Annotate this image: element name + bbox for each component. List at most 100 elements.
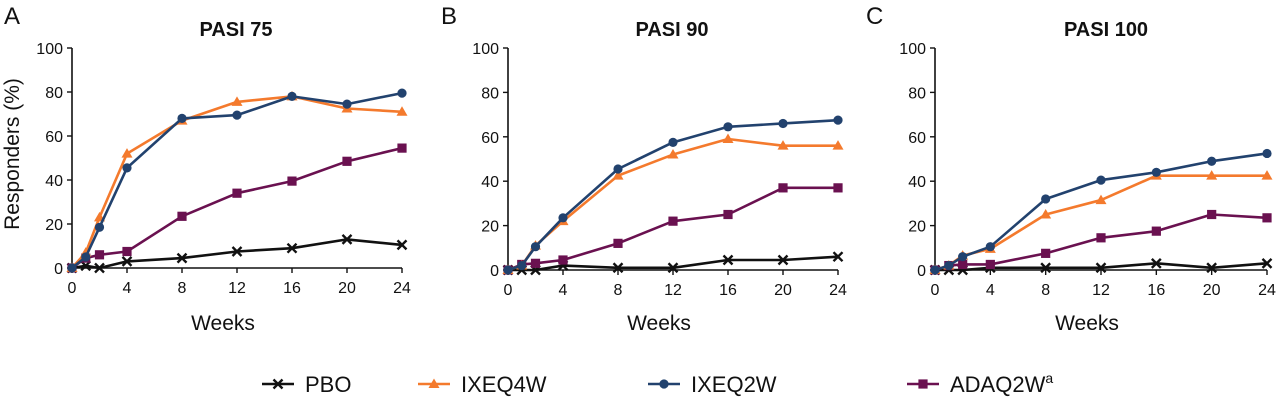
data-point bbox=[396, 239, 408, 251]
data-point bbox=[985, 242, 995, 252]
legend-label: IXEQ2W bbox=[691, 372, 777, 397]
y-tick-label: 40 bbox=[481, 174, 499, 191]
y-tick-label: 80 bbox=[45, 85, 63, 102]
series-adaq2w bbox=[67, 143, 407, 273]
data-point bbox=[1150, 257, 1162, 269]
data-point bbox=[1095, 194, 1107, 205]
data-point bbox=[530, 258, 541, 268]
y-tick-label: 100 bbox=[472, 41, 499, 58]
x-tick-label: 4 bbox=[986, 282, 995, 299]
data-point bbox=[1206, 170, 1218, 180]
data-point bbox=[558, 213, 568, 223]
panel-letter: B bbox=[441, 3, 457, 30]
data-point bbox=[503, 265, 513, 275]
x-tick-label: 24 bbox=[829, 282, 847, 299]
legend-marker bbox=[659, 379, 669, 389]
x-tick-label: 4 bbox=[559, 282, 568, 299]
legend-label: IXEQ4W bbox=[461, 372, 547, 397]
legend-item-ixeq2w: IXEQ2W bbox=[648, 372, 777, 397]
data-point bbox=[958, 259, 968, 270]
data-point bbox=[1207, 156, 1217, 166]
series-line bbox=[934, 174, 1267, 272]
data-point bbox=[958, 252, 968, 262]
data-point bbox=[1151, 167, 1161, 177]
x-axis-label: Weeks bbox=[627, 312, 691, 335]
data-point bbox=[232, 188, 242, 198]
data-point bbox=[777, 140, 789, 150]
data-point bbox=[723, 209, 733, 220]
series-adaq2w bbox=[930, 209, 1272, 275]
data-point bbox=[944, 260, 954, 271]
data-point bbox=[833, 115, 843, 125]
data-point bbox=[342, 99, 352, 109]
data-point bbox=[231, 96, 243, 106]
data-point bbox=[1040, 262, 1052, 274]
data-point bbox=[1207, 209, 1217, 220]
series-line bbox=[507, 186, 838, 272]
series-ixeq2w bbox=[503, 115, 843, 275]
legend-label: ADAQ2Wa bbox=[950, 370, 1053, 397]
data-point bbox=[341, 234, 353, 245]
data-point bbox=[1262, 148, 1272, 159]
series-ixeq2w bbox=[67, 88, 407, 273]
data-point bbox=[397, 143, 407, 153]
y-tick-label: 60 bbox=[45, 129, 63, 146]
y-tick-label: 20 bbox=[45, 217, 63, 234]
legend-label-text: IXEQ4W bbox=[461, 372, 547, 397]
x-tick-label: 8 bbox=[614, 282, 623, 299]
data-point bbox=[177, 113, 187, 123]
panel-title: PASI 90 bbox=[636, 19, 709, 41]
series-ixeq4w bbox=[929, 170, 1273, 274]
data-point bbox=[722, 254, 734, 266]
series-ixeq2w bbox=[930, 148, 1272, 275]
data-point bbox=[121, 148, 133, 158]
data-point bbox=[1151, 226, 1161, 236]
x-tick-label: 12 bbox=[1092, 282, 1110, 299]
y-tick-label: 20 bbox=[481, 219, 499, 236]
x-tick-label: 12 bbox=[664, 282, 682, 299]
x-tick-label: 16 bbox=[283, 280, 301, 297]
data-point bbox=[667, 262, 679, 274]
data-point bbox=[1040, 209, 1052, 219]
y-tick-label: 40 bbox=[908, 174, 926, 191]
x-tick-label: 24 bbox=[1258, 282, 1276, 299]
data-point bbox=[94, 262, 105, 274]
data-point bbox=[1041, 194, 1051, 204]
data-point bbox=[778, 183, 788, 193]
data-point bbox=[176, 252, 188, 264]
legend-item-pbo: PBO bbox=[262, 372, 351, 397]
y-tick-label: 0 bbox=[54, 261, 63, 278]
data-point bbox=[81, 252, 91, 262]
data-point bbox=[67, 263, 77, 273]
data-point bbox=[232, 110, 242, 120]
y-tick-label: 80 bbox=[481, 85, 499, 102]
data-point bbox=[122, 246, 132, 257]
data-point bbox=[1262, 213, 1272, 223]
legend-item-adaq2w: ADAQ2Wa bbox=[907, 370, 1053, 397]
x-tick-label: 16 bbox=[1147, 282, 1165, 299]
x-tick-label: 0 bbox=[504, 282, 513, 299]
data-point bbox=[1096, 175, 1106, 185]
data-point bbox=[613, 238, 623, 248]
data-point bbox=[723, 122, 733, 132]
series-line bbox=[934, 152, 1268, 272]
data-point bbox=[1096, 233, 1106, 243]
data-point bbox=[612, 170, 624, 180]
data-point bbox=[722, 133, 734, 144]
y-axis-label: Responders (%) bbox=[1, 78, 24, 230]
series-ixeq4w bbox=[502, 133, 844, 274]
y-tick-label: 80 bbox=[908, 85, 926, 102]
data-point bbox=[558, 255, 568, 265]
data-point bbox=[832, 140, 844, 150]
data-point bbox=[777, 254, 789, 266]
data-point bbox=[930, 265, 940, 275]
x-tick-label: 20 bbox=[1203, 282, 1221, 299]
y-tick-label: 60 bbox=[908, 130, 926, 147]
x-tick-label: 24 bbox=[393, 280, 411, 297]
x-axis-label: Weeks bbox=[191, 312, 255, 335]
data-point bbox=[1261, 170, 1273, 180]
data-point bbox=[668, 216, 678, 226]
legend-marker bbox=[918, 379, 928, 389]
data-point bbox=[342, 156, 352, 166]
